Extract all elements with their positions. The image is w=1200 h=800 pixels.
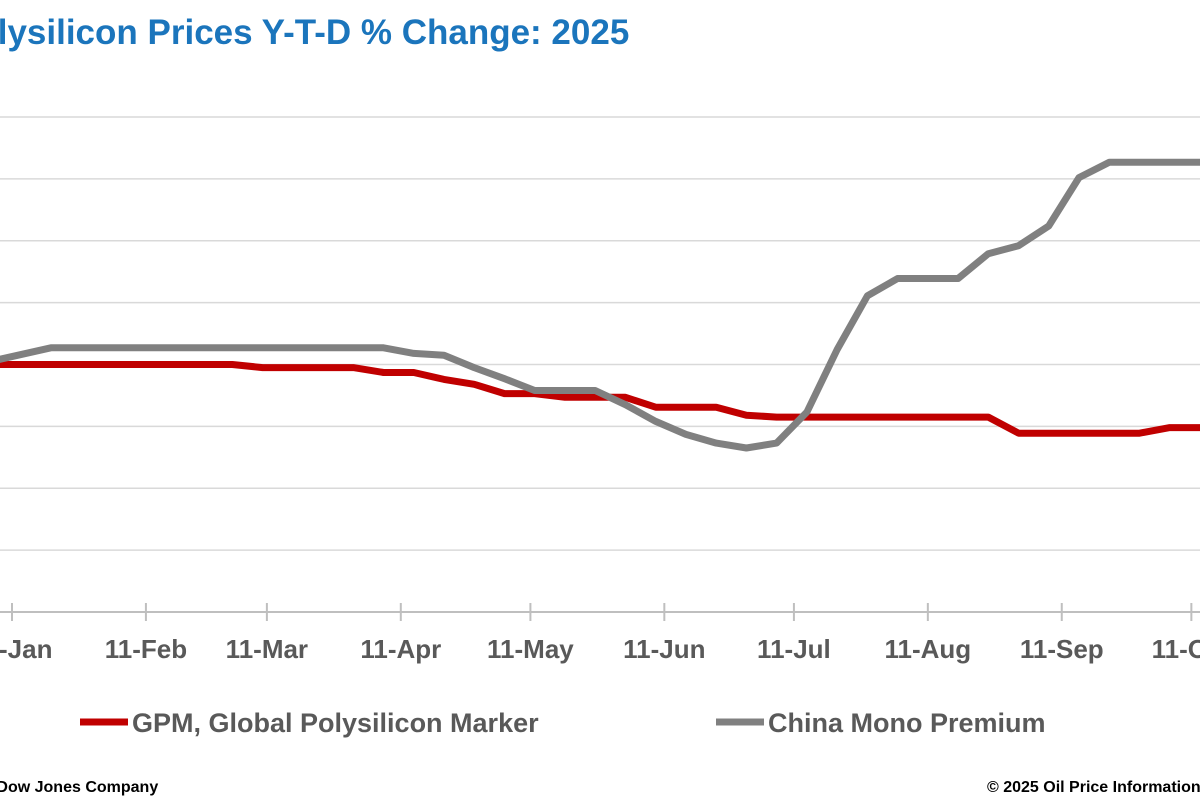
footer-left: A Dow Jones Company bbox=[0, 779, 158, 796]
x-tick-label: 11-May bbox=[487, 634, 574, 664]
x-tick-label: 11-Jun bbox=[623, 634, 705, 664]
x-tick-label: 11-Apr bbox=[360, 634, 441, 664]
x-tick-label: 11-Jul bbox=[757, 634, 831, 664]
x-tick-label: 11-Sep bbox=[1020, 634, 1104, 664]
legend-label-gpm: GPM, Global Polysilicon Marker bbox=[132, 708, 539, 738]
footer-right: © 2025 Oil Price Information Service bbox=[987, 779, 1200, 796]
legend-label-china-mono: China Mono Premium bbox=[768, 708, 1046, 738]
series-line-china-mono bbox=[0, 158, 1200, 452]
x-ticks: 11-Jan 11-Feb 11-Mar 11-Apr 11-May 11-Jun 11-J… bbox=[0, 603, 1200, 664]
x-tick-label: 11-Jan bbox=[0, 634, 52, 664]
gridlines bbox=[0, 116, 1200, 551]
x-tick-label: 11-Feb bbox=[105, 634, 187, 664]
x-tick-label: 11-Oct bbox=[1152, 634, 1200, 664]
series-lines bbox=[0, 158, 1200, 452]
x-tick-label: 11-Mar bbox=[226, 634, 308, 664]
series-line-gpm bbox=[0, 361, 1200, 437]
x-tick-label: 11-Aug bbox=[884, 634, 971, 664]
chart-title: Polysilicon Prices Y-T-D % Change: 2025 bbox=[0, 13, 629, 52]
legend: GPM, Global Polysilicon Marker China Mon… bbox=[80, 708, 1046, 738]
